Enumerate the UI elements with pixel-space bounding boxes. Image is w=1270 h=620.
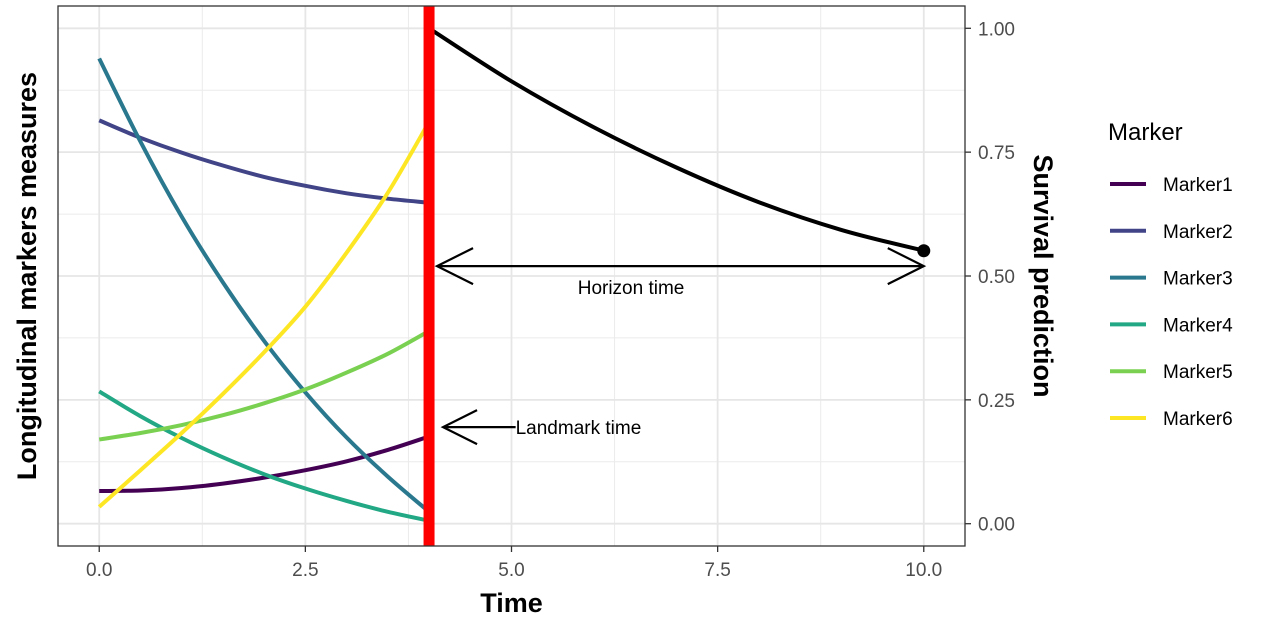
series-line-marker5 <box>98 329 430 442</box>
legend-title: Marker <box>1108 119 1183 146</box>
y-right-tick-label: 1.00 <box>978 19 1015 40</box>
x-tick-label: 7.5 <box>704 560 730 581</box>
series-line-marker6 <box>97 120 431 509</box>
y-axis-right-title: Survival prediction <box>1028 154 1058 397</box>
series-line-marker4 <box>98 389 430 523</box>
grid-layer <box>58 6 965 546</box>
legend: Marker Marker1 Marker2 Marker3 Marker4 Marke… <box>1108 119 1233 430</box>
axis-layer: 0.0 2.5 5.0 7.5 10.0 0.00 0.25 0.50 0.75 1.00 <box>86 19 1015 581</box>
landmark-arrow-head <box>440 409 478 446</box>
legend-label-marker6: Marker6 <box>1163 409 1233 430</box>
y-right-tick-label: 0.00 <box>978 515 1015 536</box>
series-line-survival <box>427 26 925 253</box>
x-tick-label: 5.0 <box>498 560 524 581</box>
series-line-marker2 <box>98 118 430 205</box>
y-right-tick-label: 0.50 <box>978 267 1015 288</box>
legend-label-marker5: Marker5 <box>1163 362 1233 383</box>
series-layer <box>97 26 931 523</box>
x-axis-title: Time <box>480 588 543 618</box>
x-tick-label: 2.5 <box>292 560 318 581</box>
annotation-layer: Horizon time Landmark time <box>423 6 927 546</box>
horizon-arrow-head-left <box>434 247 474 286</box>
series-line-marker1 <box>99 434 430 493</box>
series-line-marker3 <box>97 57 431 514</box>
survival-end-point <box>917 244 931 258</box>
x-tick-label: 10.0 <box>905 560 942 581</box>
x-tick-label: 0.0 <box>86 560 112 581</box>
legend-label-marker4: Marker4 <box>1163 315 1233 336</box>
y-right-tick-label: 0.75 <box>978 143 1015 164</box>
landmark-time-label: Landmark time <box>516 418 642 439</box>
legend-label-marker1: Marker1 <box>1163 175 1233 196</box>
y-right-tick-label: 0.25 <box>978 391 1015 412</box>
horizon-time-label: Horizon time <box>578 278 685 299</box>
y-axis-left-title: Longitudinal markers measures <box>12 72 42 480</box>
legend-label-marker3: Marker3 <box>1163 269 1233 290</box>
legend-label-marker2: Marker2 <box>1163 222 1233 243</box>
horizon-arrow-head-right <box>887 247 927 286</box>
